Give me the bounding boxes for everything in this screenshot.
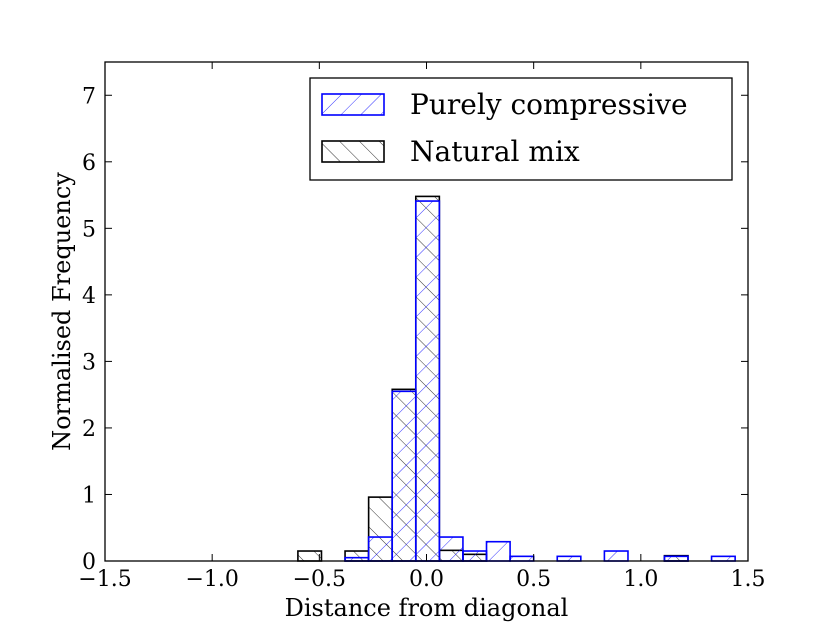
y-axis-title: Normalised Frequency xyxy=(48,172,76,451)
ticks-layer: −1.5 −1.0 −0.5 0.0 0.5 1.0 1.5 0 1 2 3 4 5 6 7 xyxy=(78,62,766,592)
x-tick-label: 0.0 xyxy=(409,567,444,592)
x-axis-title: Distance from diagonal xyxy=(285,594,569,622)
bar-purely-compressive-8 xyxy=(556,555,582,562)
x-tick-label: 0.5 xyxy=(516,567,551,592)
y-tick-label: 4 xyxy=(82,284,96,309)
y-tick-label: 2 xyxy=(82,417,96,442)
x-tick-label: −0.5 xyxy=(293,567,346,592)
bar-natural-mix-0 xyxy=(297,550,323,562)
y-tick-label: 7 xyxy=(82,84,96,109)
y-tick-label: 0 xyxy=(82,550,96,575)
x-tick-label: −1.0 xyxy=(185,567,238,592)
bar-purely-compressive-7 xyxy=(509,555,535,562)
legend-swatch-1 xyxy=(321,140,385,163)
bar-purely-compressive-10 xyxy=(663,555,689,562)
bar-purely-compressive-6 xyxy=(485,540,511,562)
bar-purely-compressive-3 xyxy=(414,200,441,562)
y-tick-label: 6 xyxy=(82,151,96,176)
bar-purely-compressive-9 xyxy=(603,550,629,562)
legend-label-0: Purely compressive xyxy=(410,88,688,121)
bar-purely-compressive-2 xyxy=(391,390,417,562)
bar-purely-compressive-1 xyxy=(367,536,394,562)
x-tick-label: 1.0 xyxy=(623,567,658,592)
y-tick-label: 1 xyxy=(82,483,96,508)
bar-purely-compressive-4 xyxy=(438,536,464,562)
legend-label-1: Natural mix xyxy=(410,135,580,168)
legend: Purely compressive Natural mix xyxy=(309,77,733,181)
bars-layer xyxy=(297,195,736,562)
y-tick-label: 3 xyxy=(82,350,96,375)
bar-purely-compressive-5 xyxy=(462,550,488,562)
bar-purely-compressive-11 xyxy=(710,555,736,562)
legend-swatch-0 xyxy=(321,93,385,116)
y-tick-label: 5 xyxy=(82,217,96,242)
x-tick-label: −1.5 xyxy=(78,567,131,592)
x-tick-label: 1.5 xyxy=(731,567,766,592)
